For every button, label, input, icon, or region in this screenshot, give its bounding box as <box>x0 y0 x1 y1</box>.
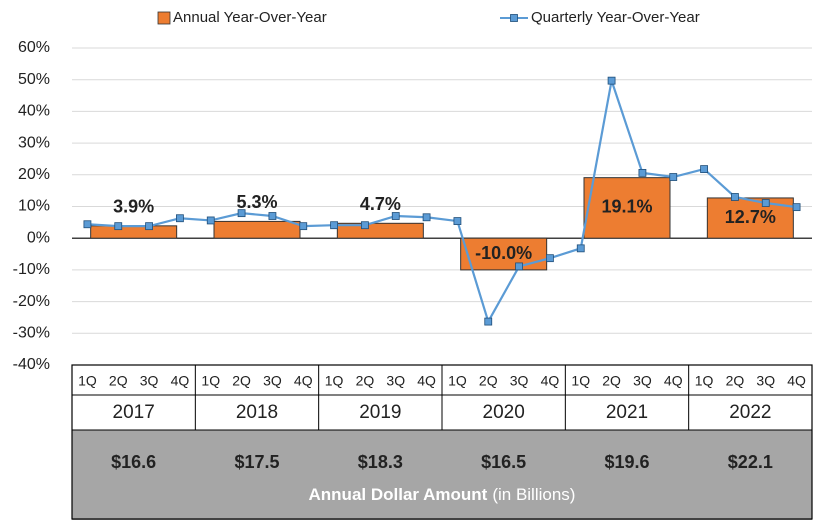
x-tick-label: 1Q <box>448 373 467 389</box>
y-tick-label: 30% <box>18 134 50 151</box>
x-tick-label: 1Q <box>695 373 714 389</box>
legend-label: Quarterly Year-Over-Year <box>531 9 700 26</box>
y-tick-label: 60% <box>18 39 50 56</box>
amount-label: $19.6 <box>604 452 649 472</box>
x-tick-label: 4Q <box>787 373 806 389</box>
amount-label: $18.3 <box>358 452 403 472</box>
marker <box>176 214 184 223</box>
x-tick-label: 4Q <box>294 373 313 389</box>
footer: Annual Dollar Amount (in Billions) <box>309 485 576 504</box>
x-tick-label: 1Q <box>571 373 590 389</box>
marker <box>761 199 770 207</box>
year-label: 2019 <box>359 402 401 423</box>
marker <box>638 168 647 177</box>
x-tick-label: 4Q <box>664 373 683 389</box>
x-tick-label: 3Q <box>756 373 775 389</box>
marker <box>731 193 739 201</box>
bar <box>90 225 178 239</box>
bar <box>213 220 301 239</box>
year-label: 2021 <box>606 402 648 423</box>
marker <box>361 221 369 230</box>
data-label: 3.9% <box>113 197 154 217</box>
y-tick-label: -40% <box>13 356 50 373</box>
data-label: 12.7% <box>725 207 776 227</box>
marker <box>515 262 523 271</box>
x-tick-label: 3Q <box>140 373 159 389</box>
marker <box>669 173 678 181</box>
x-tick-label: 2Q <box>602 373 621 389</box>
data-label: -10.0% <box>475 243 532 263</box>
y-tick-label: 10% <box>18 198 50 215</box>
legend-label: Annual Year-Over-Year <box>173 9 327 26</box>
x-tick-label: 2Q <box>109 373 128 389</box>
marker <box>206 216 215 225</box>
year-label: 2018 <box>236 402 278 423</box>
x-tick-label: 3Q <box>510 373 529 389</box>
marker <box>391 212 400 220</box>
x-tick-label: 3Q <box>633 373 652 389</box>
marker <box>299 222 308 231</box>
footer-label: Annual Dollar Amount <box>309 485 488 504</box>
marker <box>792 203 801 212</box>
y-tick-label: -10% <box>13 261 50 278</box>
data-label: 4.7% <box>360 194 401 214</box>
x-tick-label: 2Q <box>726 373 745 389</box>
footer-unit: (in Billions) <box>492 485 575 504</box>
year-label: 2020 <box>483 402 525 423</box>
x-tick-label: 2Q <box>479 373 498 389</box>
y-tick-label: 20% <box>18 166 50 183</box>
x-tick-label: 1Q <box>78 373 97 389</box>
bar <box>336 222 424 239</box>
x-tick-label: 1Q <box>325 373 344 389</box>
amount-band <box>72 430 812 520</box>
marker <box>114 222 123 231</box>
marker <box>546 254 554 263</box>
marker <box>700 165 708 173</box>
x-tick-label: 4Q <box>171 373 190 389</box>
legend-marker <box>510 14 518 22</box>
marker <box>237 209 246 218</box>
marker <box>330 221 338 230</box>
y-tick-label: 50% <box>18 71 50 88</box>
marker <box>83 220 92 229</box>
marker <box>145 222 153 231</box>
x-tick-label: 4Q <box>417 373 436 389</box>
x-tick-label: 1Q <box>201 373 220 389</box>
x-tick-label: 2Q <box>356 373 375 389</box>
amount-label: $17.5 <box>234 452 279 472</box>
y-tick-label: 40% <box>18 103 50 120</box>
marker <box>453 217 462 225</box>
marker <box>268 212 277 220</box>
x-tick-label: 3Q <box>263 373 282 389</box>
x-tick-label: 2Q <box>232 373 251 389</box>
bar <box>460 237 548 271</box>
year-label: 2017 <box>113 402 155 423</box>
amount-label: $22.1 <box>728 452 773 472</box>
legend-swatch <box>157 11 171 25</box>
y-tick-label: -30% <box>13 325 50 342</box>
y-tick-label: 0% <box>27 229 50 246</box>
line <box>87 80 797 325</box>
amount-label: $16.5 <box>481 452 526 472</box>
marker <box>576 244 585 253</box>
amount-label: $16.6 <box>111 452 156 472</box>
marker <box>484 317 493 326</box>
data-label: 5.3% <box>236 192 277 212</box>
y-tick-label: -20% <box>13 293 50 310</box>
year-label: 2022 <box>729 402 771 423</box>
data-label: 19.1% <box>601 197 652 217</box>
marker <box>607 76 616 85</box>
bar <box>583 177 671 239</box>
x-tick-label: 4Q <box>541 373 560 389</box>
marker <box>422 213 431 222</box>
x-tick-label: 3Q <box>386 373 405 389</box>
